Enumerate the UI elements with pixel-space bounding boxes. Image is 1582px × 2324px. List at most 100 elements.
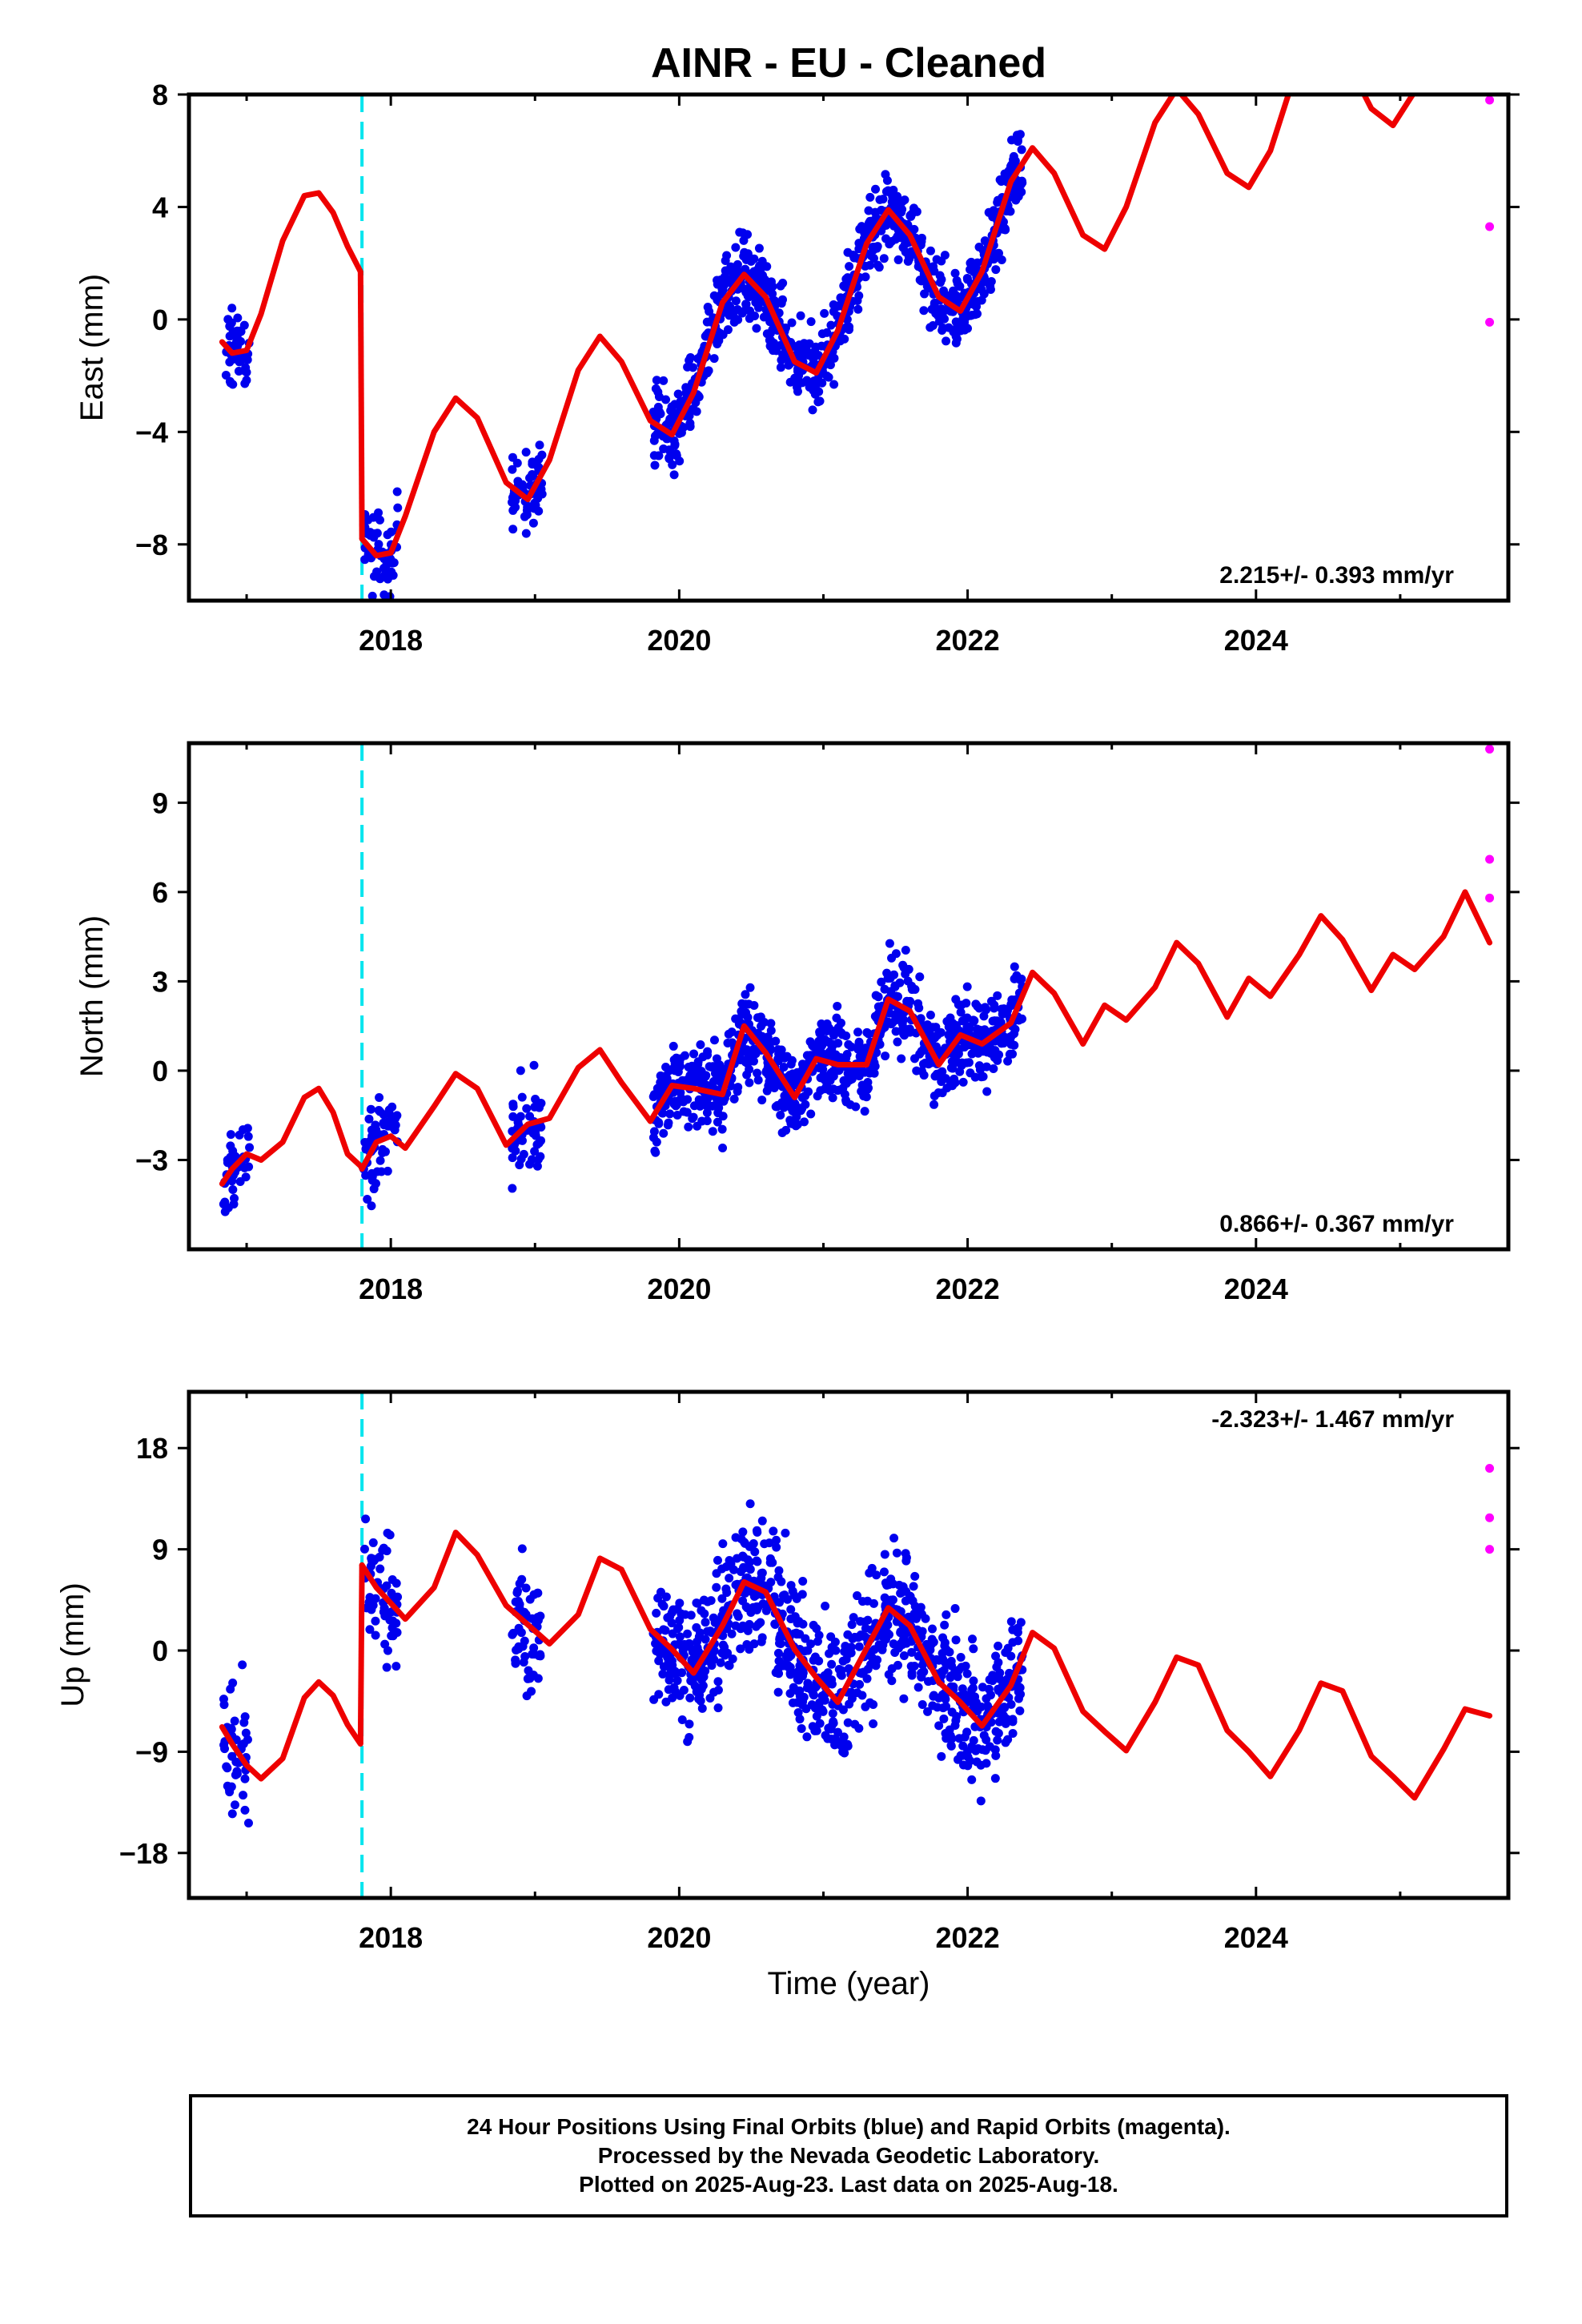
y-tick-label: −18 xyxy=(119,1837,168,1870)
final-orbit-point xyxy=(508,1102,518,1112)
final-orbit-point xyxy=(709,1077,718,1087)
final-orbit-point xyxy=(974,1061,984,1071)
final-orbit-point xyxy=(907,1647,917,1657)
final-orbit-point xyxy=(693,1643,702,1653)
final-orbit-point xyxy=(962,1023,972,1032)
final-orbit-point xyxy=(972,1757,982,1767)
final-orbit-point xyxy=(888,1595,897,1605)
final-orbit-point xyxy=(972,1703,982,1712)
final-orbit-point xyxy=(666,1667,676,1676)
final-orbit-point xyxy=(1003,1056,1013,1066)
final-orbit-point xyxy=(869,1068,879,1078)
final-orbit-point xyxy=(379,1603,389,1613)
final-orbit-point xyxy=(1017,145,1026,155)
y-tick-label: 4 xyxy=(152,191,168,223)
final-orbit-point xyxy=(763,1032,773,1042)
final-orbit-point xyxy=(993,249,1002,259)
final-orbit-point xyxy=(928,320,938,330)
final-orbit-point xyxy=(694,392,704,402)
final-orbit-point xyxy=(227,304,237,313)
final-orbit-point xyxy=(729,1094,739,1104)
final-orbit-point xyxy=(976,1796,986,1806)
final-orbit-point xyxy=(847,1042,857,1051)
footer-line-1: 24 Hour Positions Using Final Orbits (bl… xyxy=(467,2114,1231,2139)
final-orbit-point xyxy=(221,370,231,380)
final-orbit-point xyxy=(774,1669,784,1679)
final-orbit-point xyxy=(864,206,873,215)
final-orbit-point xyxy=(673,1624,682,1634)
x-tick-label: 2024 xyxy=(1224,1273,1288,1305)
final-orbit-point xyxy=(923,1707,933,1716)
final-orbit-point xyxy=(786,1581,796,1590)
final-orbit-point xyxy=(525,1160,535,1169)
final-orbit-point xyxy=(958,316,967,326)
final-orbit-point xyxy=(520,1607,529,1617)
final-orbit-point xyxy=(654,1656,664,1666)
final-orbit-point xyxy=(729,308,738,318)
final-orbit-point xyxy=(679,1097,689,1107)
final-orbit-point xyxy=(673,1110,682,1120)
final-orbit-point xyxy=(536,1136,546,1145)
final-orbit-point xyxy=(881,187,891,196)
x-tick-label: 2018 xyxy=(359,1921,423,1954)
final-orbit-point xyxy=(736,1644,745,1654)
final-orbit-point xyxy=(962,982,972,991)
final-orbit-point xyxy=(741,990,750,999)
final-orbit-point xyxy=(966,257,976,267)
final-orbit-point xyxy=(718,1640,728,1650)
final-orbit-point xyxy=(938,1067,947,1076)
final-orbit-point xyxy=(371,1179,381,1188)
final-orbit-point xyxy=(927,1624,937,1634)
final-orbit-point xyxy=(688,1114,697,1124)
final-orbit-point xyxy=(776,281,785,291)
final-orbit-point xyxy=(930,1100,939,1109)
final-orbit-point xyxy=(383,1646,392,1655)
final-orbit-point xyxy=(878,1632,888,1642)
final-orbit-point xyxy=(932,1655,942,1664)
final-orbit-point xyxy=(383,1117,393,1127)
final-orbit-point xyxy=(363,1194,372,1204)
final-orbit-point xyxy=(999,1678,1009,1687)
final-orbit-point xyxy=(890,1015,900,1025)
final-orbit-point xyxy=(536,1122,546,1132)
final-orbit-point xyxy=(386,569,396,578)
rapid-orbit-point xyxy=(1485,854,1495,864)
final-orbit-point xyxy=(226,378,235,388)
final-orbit-point xyxy=(910,1571,920,1581)
final-orbit-point xyxy=(528,518,538,528)
final-orbit-point xyxy=(535,440,544,450)
final-orbit-point xyxy=(745,1499,755,1509)
final-orbit-point xyxy=(765,282,774,292)
final-orbit-point xyxy=(898,960,908,970)
final-orbit-point xyxy=(241,1728,251,1738)
final-orbit-point xyxy=(219,1740,229,1750)
final-orbit-point xyxy=(717,1124,727,1134)
final-orbit-point xyxy=(776,340,785,350)
final-orbit-point xyxy=(841,1031,851,1041)
final-orbit-point xyxy=(1008,1729,1018,1739)
final-orbit-point xyxy=(969,1676,978,1686)
final-orbit-point xyxy=(738,1621,748,1630)
final-orbit-point xyxy=(745,1619,754,1629)
rapid-orbit-point xyxy=(1485,893,1495,903)
y-tick-label: 0 xyxy=(152,1634,168,1667)
up-y-axis-label: Up (mm) xyxy=(55,1582,90,1707)
final-orbit-point xyxy=(367,591,377,601)
final-orbit-point xyxy=(368,1538,378,1547)
final-orbit-point xyxy=(702,1108,712,1118)
final-orbit-point xyxy=(890,1648,900,1658)
final-orbit-point xyxy=(232,326,242,336)
final-orbit-point xyxy=(962,1727,972,1737)
final-orbit-point xyxy=(970,1072,980,1082)
final-orbit-point xyxy=(865,1568,874,1578)
up-model-curve-segment xyxy=(359,1530,1493,1801)
final-orbit-point xyxy=(933,308,942,317)
final-orbit-point xyxy=(786,1614,796,1624)
final-orbit-point xyxy=(971,1746,981,1755)
final-orbit-point xyxy=(770,1620,780,1630)
final-orbit-point xyxy=(742,1603,752,1613)
final-orbit-point xyxy=(857,1080,867,1090)
final-orbit-point xyxy=(829,380,839,389)
final-orbit-point xyxy=(760,275,769,284)
final-orbit-point xyxy=(1010,962,1019,971)
